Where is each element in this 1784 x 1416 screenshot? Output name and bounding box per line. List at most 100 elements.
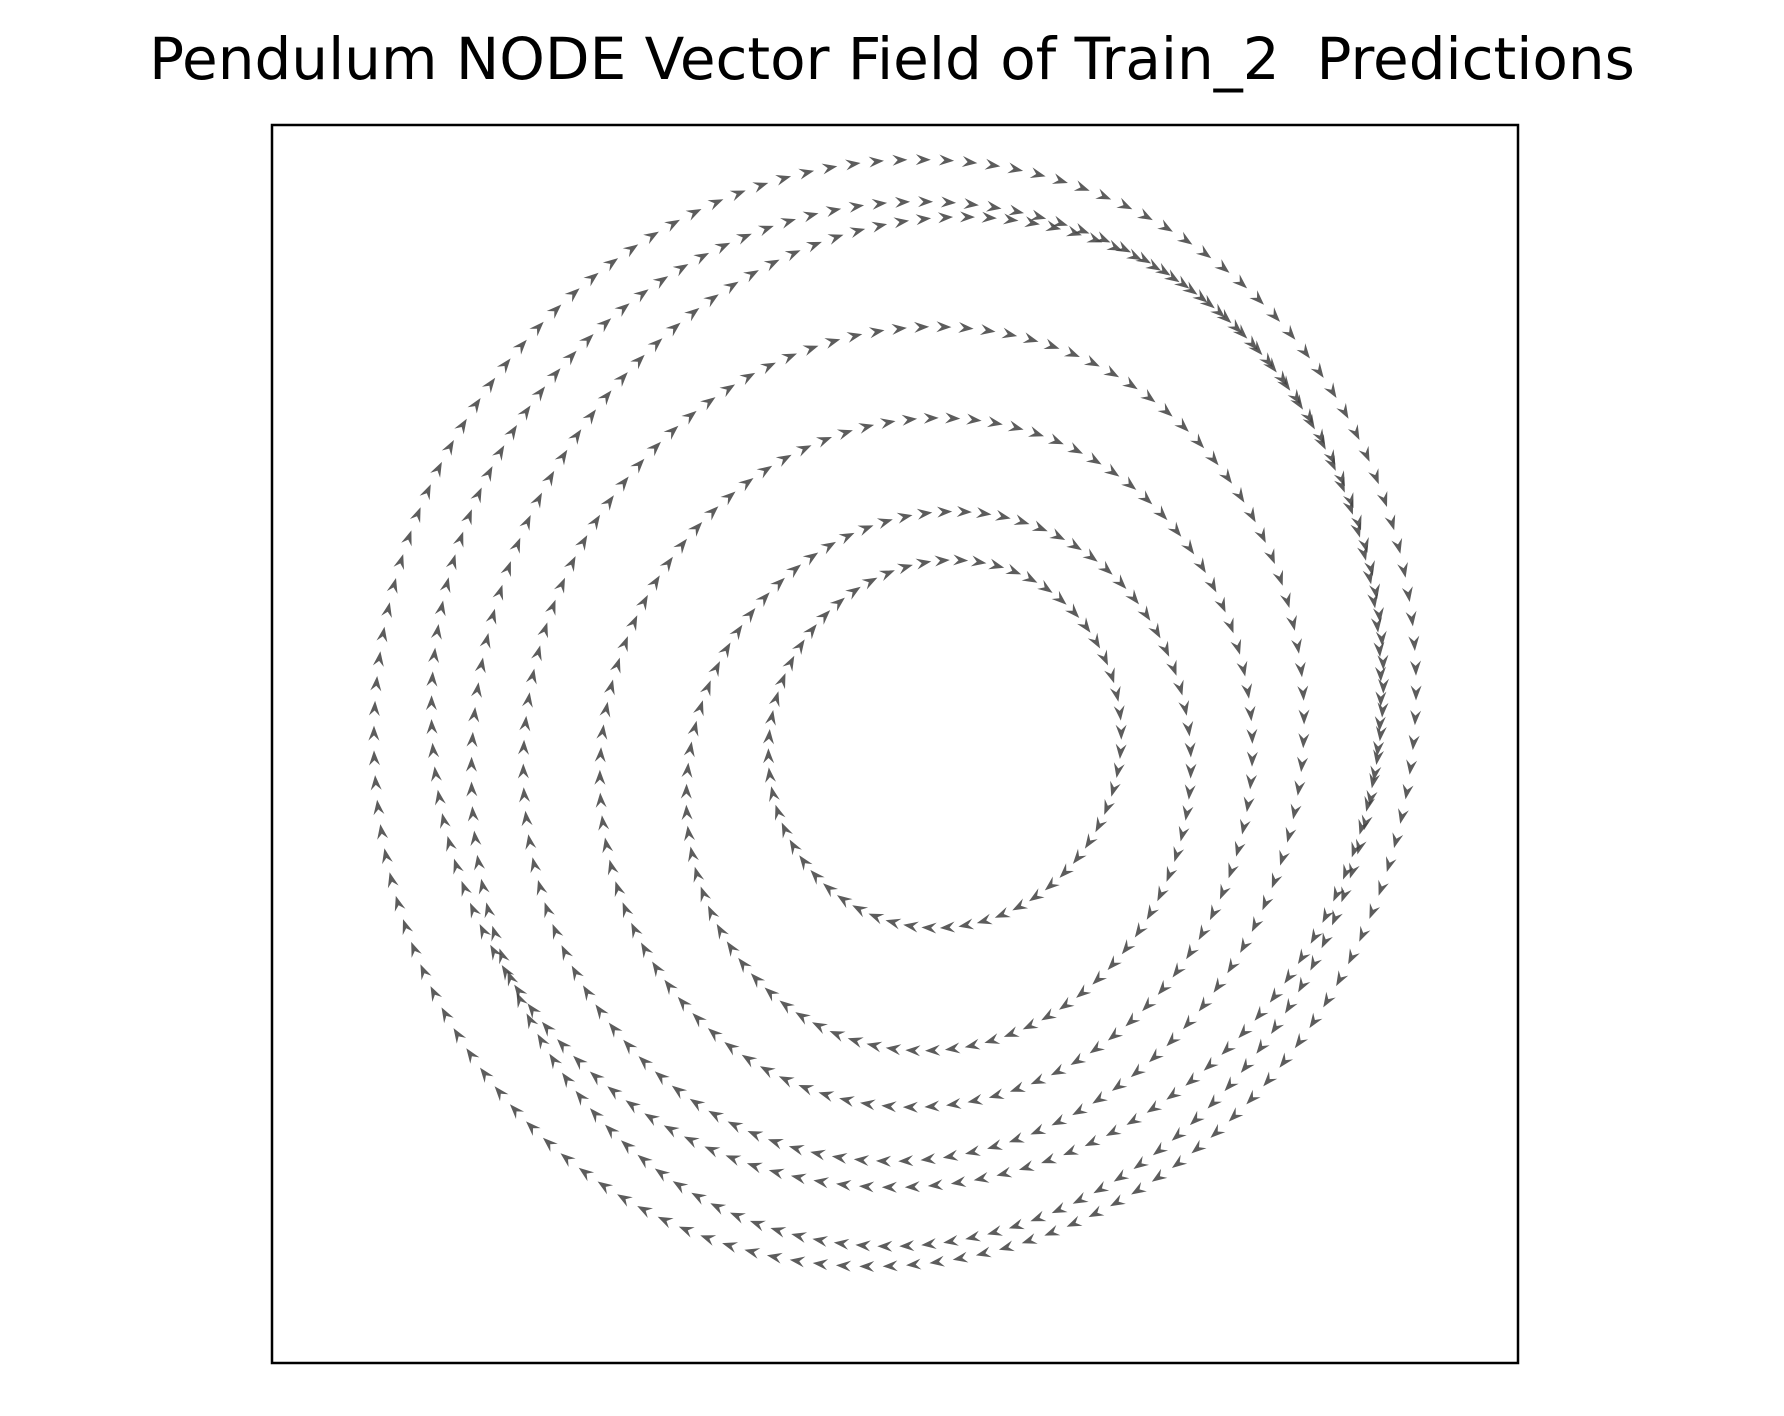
vector-arrow (829, 597, 845, 612)
arrows-layer (368, 154, 1422, 1272)
vector-arrow (708, 905, 720, 922)
vector-arrow (1341, 886, 1352, 903)
vector-arrow (1408, 734, 1420, 751)
vector-arrow (530, 857, 542, 874)
vector-arrow (994, 509, 1011, 521)
vector-arrow (1377, 702, 1389, 718)
vector-arrow (597, 1181, 614, 1195)
vector-arrow (768, 691, 780, 708)
vector-arrow (988, 1088, 1005, 1099)
vector-arrow (1051, 1202, 1068, 1214)
vector-arrow (466, 1048, 480, 1064)
vector-arrow (916, 508, 933, 520)
vector-arrow (905, 1045, 921, 1057)
vector-arrow (1190, 433, 1205, 449)
vector-arrow (654, 1168, 671, 1182)
vector-arrow (1113, 705, 1125, 721)
vector-arrow (630, 354, 645, 370)
vector-arrow (531, 645, 542, 662)
vector-arrow (693, 866, 705, 883)
vector-arrow (1241, 683, 1253, 699)
vector-arrow (960, 211, 975, 223)
vector-arrow (700, 1235, 717, 1246)
vector-arrow (579, 334, 594, 349)
vector-arrow (703, 506, 719, 521)
vector-arrow (1336, 970, 1349, 987)
vector-arrow (1153, 505, 1168, 521)
vector-arrow (1369, 903, 1381, 919)
vector-arrow (684, 825, 695, 842)
vector-arrow (965, 1230, 981, 1242)
vector-arrow (1072, 1192, 1089, 1204)
vector-arrow (529, 321, 544, 337)
vector-arrow (821, 163, 838, 175)
vector-arrow (1130, 1063, 1146, 1078)
vector-arrow (689, 1098, 706, 1112)
vector-arrow (691, 1192, 707, 1205)
vector-arrow (1246, 1089, 1261, 1105)
vector-arrow (1285, 997, 1298, 1014)
vector-arrow (1185, 1072, 1201, 1086)
vector-arrow (1189, 1110, 1205, 1126)
vector-arrow (1291, 638, 1302, 654)
vector-arrow (1115, 724, 1127, 740)
vector-arrow (953, 554, 969, 566)
vector-arrow (950, 1176, 967, 1187)
vector-arrow (521, 810, 533, 827)
vector-arrow (747, 1131, 764, 1142)
vector-arrow (617, 636, 628, 653)
vector-arrow (1272, 569, 1283, 586)
vector-arrow (527, 1003, 542, 1019)
vector-arrow (562, 1072, 576, 1088)
vector-arrow (1045, 220, 1062, 232)
vector-arrow (1406, 759, 1418, 775)
vector-arrow (816, 437, 832, 448)
vector-arrow (499, 948, 510, 965)
vector-arrow (876, 518, 893, 529)
vector-arrow (904, 1181, 920, 1193)
vector-arrow (1082, 548, 1098, 562)
vector-arrow (605, 1124, 620, 1140)
vector-arrow (967, 1093, 984, 1105)
vector-arrow (1273, 370, 1288, 386)
vector-arrow (716, 923, 729, 940)
vector-arrow (614, 881, 626, 898)
vector-arrow (631, 922, 643, 939)
vector-arrow (741, 608, 756, 624)
vector-arrow (1375, 691, 1387, 707)
vector-arrow (1323, 991, 1336, 1008)
vector-arrow (1210, 1123, 1226, 1138)
vector-arrow (377, 824, 389, 840)
vector-arrow (1277, 375, 1291, 391)
vector-arrow (1173, 679, 1184, 696)
vector-arrow (1092, 1090, 1108, 1104)
vector-arrow (1146, 1100, 1163, 1113)
vector-arrow (571, 965, 584, 982)
vector-arrow (1232, 324, 1248, 339)
vector-arrow (786, 564, 802, 579)
vector-arrow (984, 1033, 1001, 1044)
vector-arrow (1356, 838, 1367, 855)
vector-arrow (1072, 1103, 1088, 1116)
vector-arrow (1322, 907, 1335, 923)
vector-arrow (998, 1240, 1015, 1252)
vector-arrow (1264, 548, 1275, 564)
vector-arrow (1157, 402, 1173, 417)
vector-arrow (885, 918, 902, 930)
vector-arrow (419, 484, 431, 501)
vector-arrow (1066, 537, 1082, 551)
vector-arrow (1214, 596, 1226, 613)
vector-arrow (1115, 743, 1127, 759)
vector-arrow (453, 1028, 467, 1044)
vector-arrow (672, 1181, 689, 1194)
vector-arrow (594, 747, 606, 763)
vector-arrow (1073, 180, 1090, 191)
vector-arrow (1116, 197, 1133, 210)
vector-arrow (729, 1212, 746, 1224)
vector-arrow (1051, 590, 1067, 605)
vector-arrow (1251, 916, 1264, 932)
vector-arrow (1240, 818, 1251, 835)
vector-arrow (646, 441, 661, 457)
vector-arrow (1281, 324, 1296, 340)
vector-arrow (879, 418, 896, 429)
